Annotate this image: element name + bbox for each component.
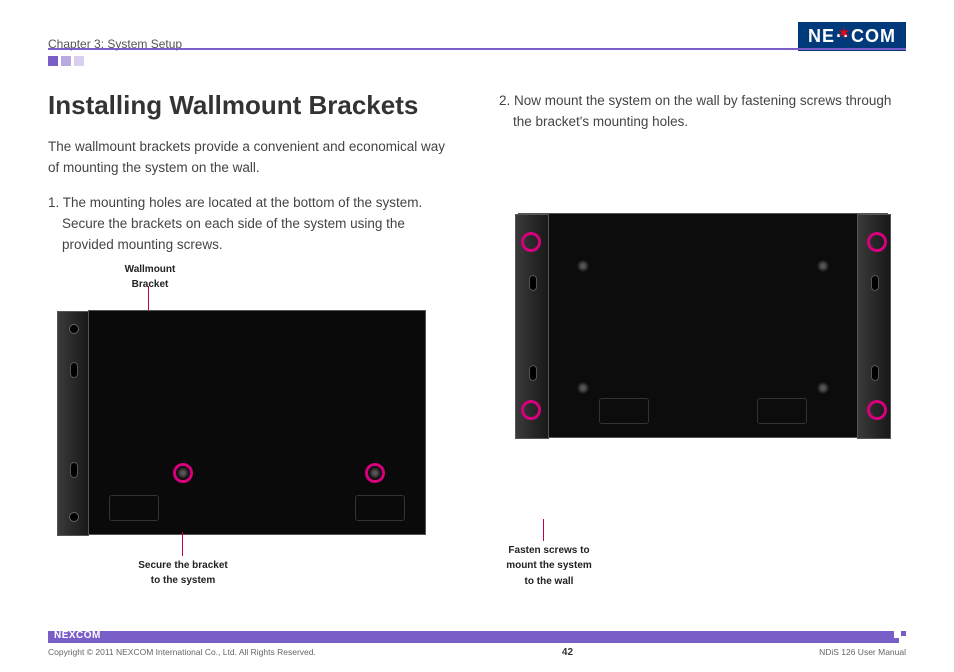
left-column: Installing Wallmount Brackets The wallmo… [48,85,455,612]
footer: NEXCOM Copyright © 2011 NEXCOM Internati… [48,631,906,658]
device-with-brackets [518,213,888,438]
doc-title: NDiS 126 User Manual [819,647,906,658]
leader-line [543,519,544,541]
step-2: 2. Now mount the system on the wall by f… [499,91,906,133]
highlight-ring [867,232,887,252]
callout-fasten: Fasten screws tomount the systemto the w… [489,543,609,590]
highlight-ring [365,463,385,483]
step-1: 1. The mounting holes are located at the… [48,193,455,256]
figure-2: Fasten screws tomount the systemto the w… [499,213,906,573]
header-rule [48,48,906,50]
decor-squares [48,56,84,66]
highlight-ring [173,463,193,483]
highlight-ring [521,400,541,420]
brand-logo: NE·✶·COM [798,22,906,51]
bracket-left [57,311,89,536]
highlight-ring [867,400,887,420]
callout-secure: Secure the bracketto the system [108,558,258,589]
footer-logo: NEXCOM [54,630,101,641]
page-number: 42 [562,647,573,658]
leader-line [182,532,183,556]
intro-text: The wallmount brackets provide a conveni… [48,137,455,179]
figure-1: WallmountBracket Secure the brac [48,262,455,562]
footer-bar: NEXCOM [48,631,906,643]
callout-wallmount-bracket: WallmountBracket [110,262,190,293]
device-bottom-view [88,310,426,535]
page-title: Installing Wallmount Brackets [48,85,455,125]
highlight-ring [521,232,541,252]
right-column: 2. Now mount the system on the wall by f… [499,85,906,612]
copyright: Copyright © 2011 NEXCOM International Co… [48,647,316,658]
